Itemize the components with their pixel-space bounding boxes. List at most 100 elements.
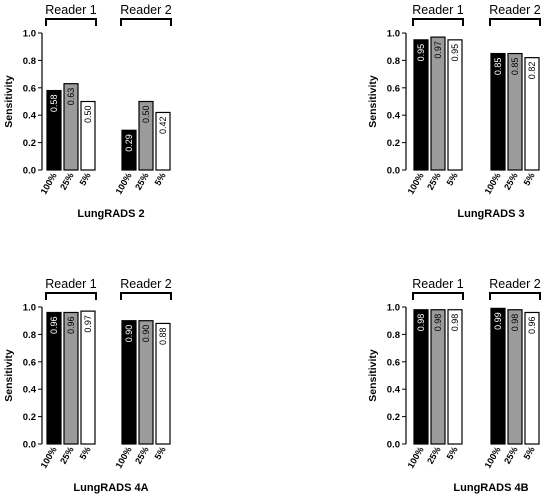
x-tick-label: 100% xyxy=(39,171,59,196)
y-tick-label: 0.8 xyxy=(23,330,36,341)
chart-title: LungRADS 4B xyxy=(453,482,528,494)
bar xyxy=(138,100,154,171)
y-tick-label: 0.4 xyxy=(387,385,401,396)
bar-value-label: 0.98 xyxy=(433,314,443,332)
bar-value-label: 0.95 xyxy=(416,44,426,62)
group-label: Reader 2 xyxy=(489,3,540,17)
bar xyxy=(447,309,463,445)
group-bracket xyxy=(412,18,464,26)
group-label: Reader 1 xyxy=(412,3,463,17)
bar-value-label: 0.50 xyxy=(141,106,151,124)
y-axis-label: Sensitivity xyxy=(367,349,379,402)
bar xyxy=(80,310,96,445)
chart-panel-4: 0.0 0.2 0.4 0.6 0.8 1.0 Sensitivity Reader 1 0.9… xyxy=(367,277,541,494)
bar xyxy=(46,311,62,445)
y-tick-label: 0.4 xyxy=(23,111,37,122)
y-axis-label: Sensitivity xyxy=(3,75,15,128)
bar xyxy=(413,309,429,445)
group-bracket xyxy=(489,18,541,26)
bar xyxy=(63,311,79,445)
group-bracket xyxy=(45,18,97,26)
y-tick-label: 0.2 xyxy=(23,138,36,149)
chart-panel-1: 0.0 0.2 0.4 0.6 0.8 1.0 Sensitivity Reader 1 0.5… xyxy=(3,3,172,220)
x-tick-label: 100% xyxy=(39,445,59,470)
bar xyxy=(430,309,446,445)
x-tick-label: 100% xyxy=(114,445,134,470)
bar xyxy=(121,129,137,171)
bar xyxy=(430,36,446,171)
bar-value-label: 0.50 xyxy=(83,106,93,124)
bar-value-label: 0.96 xyxy=(527,316,537,334)
bar-value-label: 0.96 xyxy=(49,316,59,334)
y-tick-label: 0.0 xyxy=(23,166,36,177)
y-tick-label: 0.6 xyxy=(387,357,400,368)
y-tick-label: 1.0 xyxy=(23,303,36,314)
x-tick-label: 25% xyxy=(58,171,76,192)
bar xyxy=(121,320,137,445)
bar xyxy=(63,83,79,171)
bar xyxy=(507,52,523,171)
bar xyxy=(138,320,154,445)
x-tick-label: 25% xyxy=(58,445,76,466)
group-bracket xyxy=(489,292,541,300)
bar-value-label: 0.85 xyxy=(510,58,520,76)
x-tick-label: 5% xyxy=(153,171,168,187)
y-tick-label: 1.0 xyxy=(23,29,36,40)
bar-value-label: 0.82 xyxy=(527,62,537,80)
x-tick-label: 5% xyxy=(522,445,537,461)
y-tick-label: 0.0 xyxy=(387,440,400,451)
x-tick-label: 25% xyxy=(502,445,520,466)
x-tick-label: 5% xyxy=(522,171,537,187)
bar-value-label: 0.88 xyxy=(158,327,168,345)
y-tick-label: 0.6 xyxy=(387,83,400,94)
bar xyxy=(413,39,429,171)
y-axis-label: Sensitivity xyxy=(3,349,15,402)
bar-value-label: 0.98 xyxy=(450,314,460,332)
x-tick-label: 25% xyxy=(425,445,443,466)
bar xyxy=(524,311,540,445)
bar xyxy=(490,52,506,171)
bar-value-label: 0.96 xyxy=(66,316,76,334)
bar xyxy=(46,89,62,171)
bar xyxy=(80,100,96,171)
bar-value-label: 0.98 xyxy=(510,314,520,332)
x-tick-label: 100% xyxy=(483,171,503,196)
group-label: Reader 1 xyxy=(412,277,463,291)
bar-value-label: 0.42 xyxy=(158,116,168,134)
bar-value-label: 0.98 xyxy=(416,314,426,332)
group-label: Reader 2 xyxy=(120,277,171,291)
y-tick-label: 0.8 xyxy=(387,330,400,341)
x-tick-label: 25% xyxy=(502,171,520,192)
bar xyxy=(155,322,171,445)
bar-value-label: 0.97 xyxy=(83,315,93,333)
bar-value-label: 0.99 xyxy=(493,312,503,330)
group-label: Reader 2 xyxy=(120,3,171,17)
y-tick-label: 0.6 xyxy=(23,357,36,368)
bar-value-label: 0.95 xyxy=(450,44,460,62)
x-tick-label: 25% xyxy=(133,171,151,192)
x-tick-label: 100% xyxy=(483,445,503,470)
y-tick-label: 0.8 xyxy=(23,56,36,67)
x-tick-label: 100% xyxy=(406,445,426,470)
bar-value-label: 0.63 xyxy=(66,88,76,106)
x-tick-label: 25% xyxy=(425,171,443,192)
group-label: Reader 2 xyxy=(489,277,540,291)
group-bracket xyxy=(120,18,172,26)
y-tick-label: 0.4 xyxy=(387,111,401,122)
chart-panel-2: 0.0 0.2 0.4 0.6 0.8 1.0 Sensitivity Reader 1 0.9… xyxy=(367,3,541,220)
chart-title: LungRADS 4A xyxy=(73,482,148,494)
bar-value-label: 0.97 xyxy=(433,41,443,59)
group-bracket xyxy=(412,292,464,300)
y-tick-label: 0.0 xyxy=(387,166,400,177)
y-tick-label: 0.2 xyxy=(387,138,400,149)
bar-value-label: 0.58 xyxy=(49,95,59,113)
x-tick-label: 5% xyxy=(153,445,168,461)
y-tick-label: 0.6 xyxy=(23,83,36,94)
chart-panel-3: 0.0 0.2 0.4 0.6 0.8 1.0 Sensitivity Reader 1 0.9… xyxy=(3,277,172,494)
x-tick-label: 5% xyxy=(445,445,460,461)
x-tick-label: 5% xyxy=(78,445,93,461)
bar xyxy=(524,57,540,171)
group-bracket xyxy=(120,292,172,300)
x-tick-label: 25% xyxy=(133,445,151,466)
group-bracket xyxy=(45,292,97,300)
